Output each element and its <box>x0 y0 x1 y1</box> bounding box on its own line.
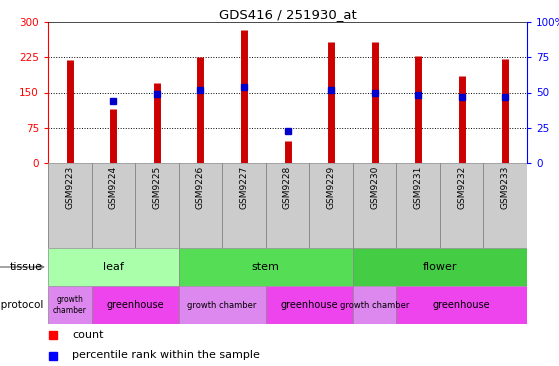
Text: GSM9224: GSM9224 <box>109 165 118 209</box>
Text: percentile rank within the sample: percentile rank within the sample <box>72 351 260 361</box>
Bar <box>92 163 135 248</box>
Bar <box>48 248 179 286</box>
Bar <box>222 163 266 248</box>
Text: GSM9228: GSM9228 <box>283 165 292 209</box>
Text: greenhouse: greenhouse <box>106 300 164 310</box>
Text: GSM9226: GSM9226 <box>196 165 205 209</box>
Title: GDS416 / 251930_at: GDS416 / 251930_at <box>219 8 357 21</box>
Text: tissue: tissue <box>10 262 43 272</box>
Text: flower: flower <box>423 262 457 272</box>
Bar <box>135 163 179 248</box>
Text: GSM9223: GSM9223 <box>65 165 74 209</box>
Text: GSM9230: GSM9230 <box>370 165 379 209</box>
Bar <box>440 163 484 248</box>
Text: growth protocol: growth protocol <box>0 300 43 310</box>
Text: GSM9232: GSM9232 <box>457 165 466 209</box>
Bar <box>266 286 353 324</box>
Text: greenhouse: greenhouse <box>433 300 490 310</box>
Bar <box>396 286 527 324</box>
Bar <box>179 286 266 324</box>
Text: growth chamber: growth chamber <box>340 300 409 310</box>
Text: GSM9229: GSM9229 <box>326 165 335 209</box>
Text: greenhouse: greenhouse <box>281 300 338 310</box>
Bar <box>48 286 92 324</box>
Text: growth chamber: growth chamber <box>187 300 257 310</box>
Text: GSM9227: GSM9227 <box>239 165 248 209</box>
Text: GSM9225: GSM9225 <box>153 165 162 209</box>
Text: count: count <box>72 329 103 340</box>
Bar <box>484 163 527 248</box>
Text: stem: stem <box>252 262 280 272</box>
Bar <box>396 163 440 248</box>
Text: GSM9231: GSM9231 <box>414 165 423 209</box>
Bar <box>309 163 353 248</box>
Bar <box>353 248 527 286</box>
Bar <box>92 286 179 324</box>
Bar <box>179 248 353 286</box>
Bar <box>48 163 92 248</box>
Text: leaf: leaf <box>103 262 124 272</box>
Bar <box>179 163 222 248</box>
Bar <box>353 286 396 324</box>
Bar <box>353 163 396 248</box>
Text: growth
chamber: growth chamber <box>53 295 87 315</box>
Bar <box>266 163 309 248</box>
Text: GSM9233: GSM9233 <box>501 165 510 209</box>
